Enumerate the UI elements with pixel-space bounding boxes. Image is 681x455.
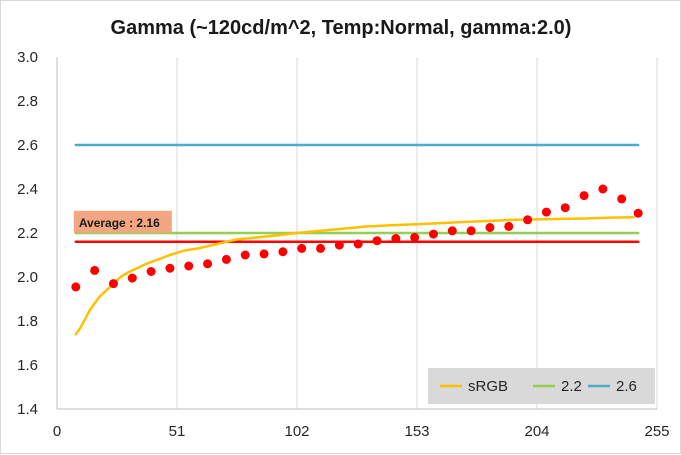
data-point [372, 236, 382, 246]
legend-label: sRGB [468, 378, 508, 395]
data-point [90, 265, 100, 275]
data-point [560, 203, 570, 213]
data-point [598, 184, 608, 194]
y-tick-label: 2.6 [17, 137, 38, 154]
data-point [353, 239, 363, 249]
data-point [165, 263, 175, 273]
data-point [541, 207, 551, 217]
data-point [523, 215, 533, 225]
data-point [334, 240, 344, 250]
data-point [504, 221, 514, 231]
x-tick-label: 0 [53, 423, 61, 440]
average-label-box [73, 210, 172, 233]
data-point [617, 194, 627, 204]
average-label: Average : 2.16 [79, 216, 160, 230]
data-point [221, 254, 231, 264]
chart-title: Gamma (~120cd/m^2, Temp:Normal, gamma:2.… [111, 17, 572, 39]
legend-label: 2.6 [616, 378, 637, 395]
data-point [428, 229, 438, 239]
data-point [579, 191, 589, 201]
data-point [466, 226, 476, 236]
x-tick-label: 102 [284, 423, 309, 440]
y-tick-label: 1.4 [17, 401, 38, 418]
data-point [240, 250, 250, 260]
y-tick-label: 2.0 [17, 269, 38, 286]
annotation-layer: Average : 2.16 [73, 210, 172, 233]
data-point [278, 247, 288, 257]
x-tick-label: 204 [524, 423, 549, 440]
y-tick-label: 1.8 [17, 313, 38, 330]
data-point [259, 249, 269, 259]
x-tick-label: 51 [169, 423, 186, 440]
y-tick-label: 2.4 [17, 181, 38, 198]
legend: sRGB 2.2 2.6 [428, 368, 655, 404]
data-point [316, 243, 326, 253]
series-line-srgb [74, 215, 635, 336]
data-point [485, 223, 495, 232]
data-point [184, 261, 194, 271]
y-tick-label: 2.2 [17, 225, 38, 242]
y-tick-label: 1.6 [17, 357, 38, 374]
data-point [108, 279, 118, 289]
data-point [297, 243, 307, 253]
data-point [203, 259, 213, 269]
y-tick-label: 2.8 [17, 93, 38, 110]
data-point [391, 234, 401, 243]
data-point [410, 232, 420, 242]
data-point [146, 267, 156, 276]
data-point [633, 208, 643, 218]
legend-label: 2.2 [561, 378, 582, 395]
data-point [447, 226, 457, 236]
data-point [71, 282, 81, 292]
x-tick-label: 255 [644, 423, 669, 440]
axis-layer: 0 51 102 153 204 255 1.4 1.6 1.8 2.0 2.2 2.4 2.6 2.8 3… [17, 49, 669, 440]
x-tick-label: 153 [404, 423, 429, 440]
series-layer [71, 143, 643, 336]
y-tick-label: 3.0 [17, 49, 38, 66]
data-point [127, 273, 137, 283]
